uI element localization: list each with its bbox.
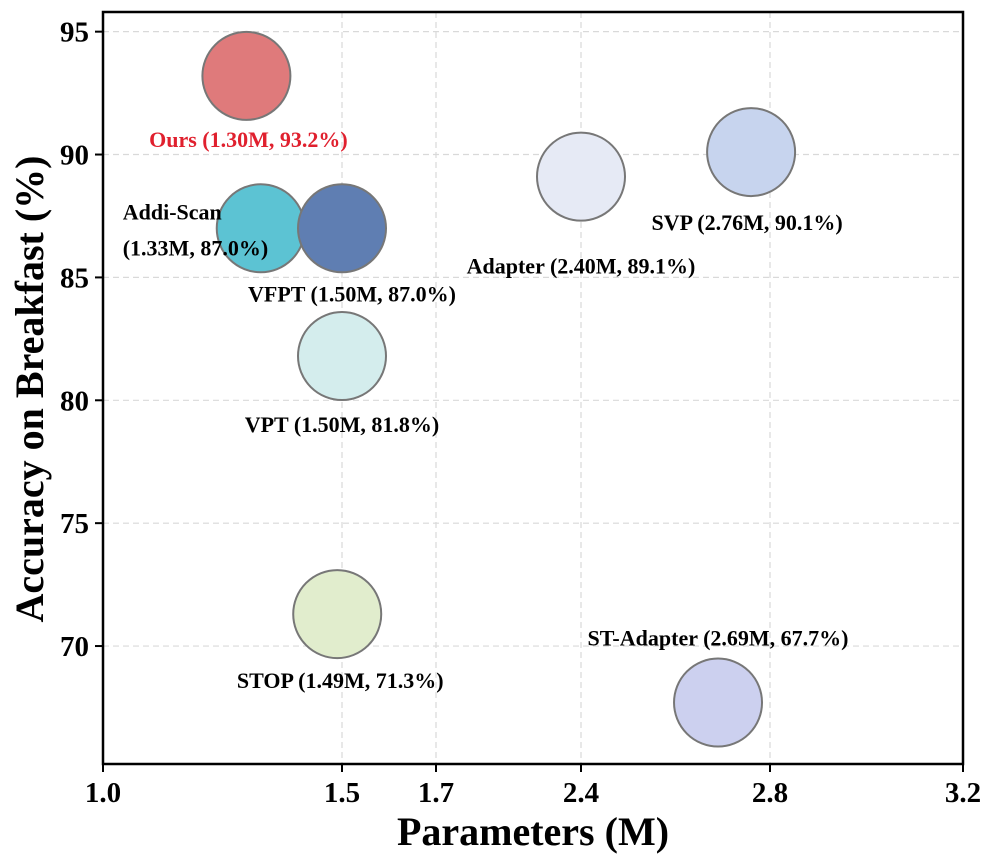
point-label: STOP (1.49M, 71.3%) [237, 668, 444, 693]
point-label-line: VPT (1.50M, 81.8%) [245, 412, 440, 437]
grid [103, 12, 963, 764]
point-label-line: VFPT (1.50M, 87.0%) [248, 281, 456, 306]
point-label-line: Adapter (2.40M, 89.1%) [467, 254, 696, 279]
y-axis-title: Accuracy on Breakfast (%) [7, 156, 52, 623]
y-tick-label: 90 [60, 140, 89, 172]
point-labels: Ours (1.30M, 93.2%) Addi-Scan (1.33M, 87.0… [123, 127, 849, 693]
point-label: VFPT (1.50M, 87.0%) [248, 281, 456, 306]
x-tick-label: 2.8 [752, 777, 788, 809]
bubble [536, 131, 626, 222]
y-ticks: 70 75 80 85 90 95 [60, 17, 103, 663]
bubble [292, 569, 383, 660]
y-tick-label: 85 [60, 262, 89, 294]
point-label: Adapter (2.40M, 89.1%) [467, 254, 696, 279]
point-label: Addi-Scan (1.33M, 87.0%) [123, 199, 268, 260]
point-label-line: Addi-Scan [123, 199, 222, 224]
bubble [706, 107, 797, 198]
plot-frame [101, 10, 965, 766]
point-label: SVP (2.76M, 90.1%) [651, 210, 842, 235]
x-tick-label: 3.2 [945, 777, 981, 809]
x-tick-label: 2.4 [563, 777, 599, 809]
x-tick-label: 1.0 [85, 777, 121, 809]
point-label-line: ST-Adapter (2.69M, 67.7%) [588, 626, 849, 651]
y-tick-label: 95 [60, 17, 89, 49]
point-label: VPT (1.50M, 81.8%) [245, 412, 440, 437]
bubble [297, 311, 387, 402]
bubble [201, 30, 292, 121]
x-tick-label: 1.5 [324, 777, 360, 809]
x-tick-label: 1.7 [418, 777, 454, 809]
bubbles [201, 30, 797, 748]
bubble [673, 657, 764, 748]
point-label: Ours (1.30M, 93.2%) [149, 127, 348, 152]
y-tick-label: 80 [60, 385, 89, 417]
point-label: ST-Adapter (2.69M, 67.7%) [588, 626, 849, 651]
point-label-line: (1.33M, 87.0%) [123, 235, 268, 260]
point-label-line: Ours (1.30M, 93.2%) [149, 127, 348, 152]
x-axis-title: Parameters (M) [397, 809, 669, 854]
y-tick-label: 75 [60, 508, 89, 540]
point-label-line: SVP (2.76M, 90.1%) [651, 210, 842, 235]
point-label-line: STOP (1.49M, 71.3%) [237, 668, 444, 693]
y-tick-label: 70 [60, 631, 89, 663]
x-ticks: 1.0 1.5 1.7 2.4 2.8 3.2 [85, 764, 981, 809]
bubble [297, 183, 387, 274]
